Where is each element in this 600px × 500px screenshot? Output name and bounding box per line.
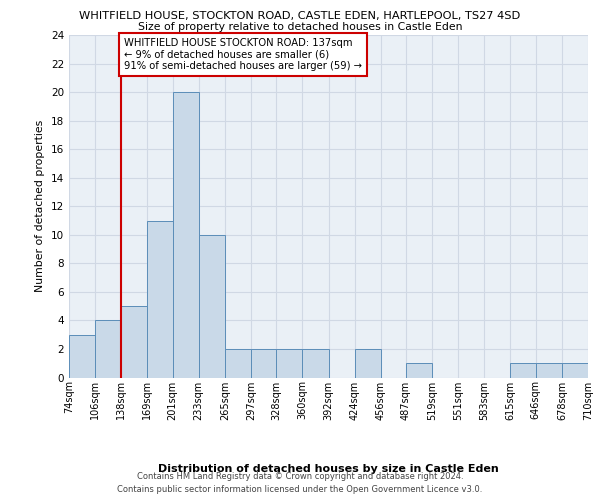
Text: WHITFIELD HOUSE STOCKTON ROAD: 137sqm
← 9% of detached houses are smaller (6)
91: WHITFIELD HOUSE STOCKTON ROAD: 137sqm ← … [124,38,362,71]
Bar [562,363,588,378]
Bar [146,220,173,378]
Y-axis label: Number of detached properties: Number of detached properties [35,120,46,292]
Bar [302,349,329,378]
X-axis label: Distribution of detached houses by size in Castle Eden: Distribution of detached houses by size … [158,464,499,474]
Text: WHITFIELD HOUSE, STOCKTON ROAD, CASTLE EDEN, HARTLEPOOL, TS27 4SD: WHITFIELD HOUSE, STOCKTON ROAD, CASTLE E… [79,12,521,22]
Text: Contains HM Land Registry data © Crown copyright and database right 2024.
Contai: Contains HM Land Registry data © Crown c… [118,472,482,494]
Bar [225,349,251,378]
Bar [121,306,146,378]
Bar [173,92,199,378]
Text: Size of property relative to detached houses in Castle Eden: Size of property relative to detached ho… [138,22,462,32]
Bar [69,334,95,378]
Bar [95,320,121,378]
Bar [251,349,276,378]
Bar [536,363,562,378]
Bar [406,363,432,378]
Bar [276,349,302,378]
Bar [511,363,536,378]
Bar [355,349,381,378]
Bar [199,235,225,378]
